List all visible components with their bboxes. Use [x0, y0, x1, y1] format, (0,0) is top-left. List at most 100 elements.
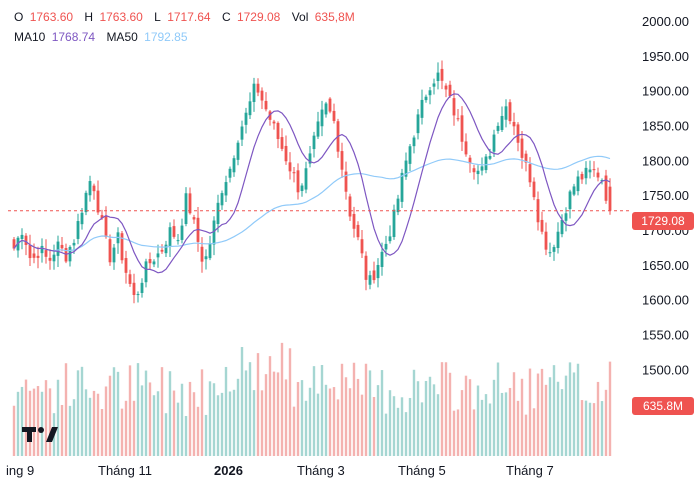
x-tick-label: Tháng 3: [297, 463, 345, 478]
volume-bar: [360, 394, 364, 456]
volume-bar: [196, 406, 200, 456]
volume-bar: [36, 386, 40, 456]
volume-bar: [40, 391, 44, 456]
volume-bar: [140, 385, 144, 456]
volume-bar: [72, 399, 76, 456]
volume-bar: [560, 389, 564, 456]
volume-bar: [260, 390, 264, 456]
price-axis[interactable]: 2000.00 1950.00 1900.00 1850.00 1800.00 1750.…: [642, 14, 689, 412]
volume-bar: [188, 381, 192, 456]
volume-bar: [88, 397, 92, 456]
candle-body: [184, 193, 188, 225]
candle-body: [452, 98, 456, 116]
candle-body: [572, 186, 576, 195]
candle-body: [32, 253, 36, 258]
volume-bar: [556, 381, 560, 456]
tradingview-logo-icon[interactable]: [22, 422, 62, 446]
ma10-line: [13, 93, 611, 274]
volume-bar: [180, 383, 184, 456]
volume-bar: [456, 409, 460, 456]
candle-body: [464, 141, 468, 155]
volume-bar: [160, 367, 164, 456]
candle-body: [472, 168, 476, 173]
volume-bar: [332, 387, 336, 456]
candle-body: [56, 241, 60, 256]
volume-bar: [32, 388, 36, 456]
candle-body: [28, 244, 32, 259]
candle-body: [412, 137, 416, 147]
candle-body: [256, 83, 260, 93]
candle-body: [188, 193, 192, 214]
volume-bar: [340, 363, 344, 456]
ma10-value: 1768.74: [51, 30, 96, 44]
x-tick-label: 2026: [214, 463, 243, 478]
time-axis[interactable]: ing 9 Tháng 11 2026 Tháng 3 Tháng 5 Tháng 7: [6, 463, 554, 478]
candle-body: [288, 162, 292, 172]
candle-body: [144, 261, 148, 283]
candle-body: [36, 255, 40, 258]
volume-bar: [520, 378, 524, 456]
volume-bar: [144, 370, 148, 456]
volume-bar: [76, 370, 80, 456]
candle-body: [204, 256, 208, 260]
candle-body: [468, 157, 472, 164]
volume-bar: [84, 389, 88, 456]
candle-body: [380, 251, 384, 267]
candle-body: [84, 192, 88, 213]
candle-body: [48, 257, 52, 261]
volume-bar: [12, 405, 16, 456]
candle-body: [332, 110, 336, 121]
candle-body: [264, 100, 268, 110]
volume-bar: [128, 365, 132, 456]
candle-body: [68, 246, 72, 262]
candle-body: [376, 264, 380, 279]
candle-body: [320, 109, 324, 127]
candle-body: [140, 282, 144, 294]
candle-body: [556, 231, 560, 248]
volume-bar: [572, 372, 576, 456]
volume-bar: [592, 403, 596, 456]
volume-bar: [536, 373, 540, 456]
volume-bar: [300, 380, 304, 456]
volume-bar: [80, 366, 84, 456]
candle-body: [172, 226, 176, 237]
volume-bar: [500, 392, 504, 456]
candle-body: [388, 236, 392, 242]
candle-body: [384, 243, 388, 250]
candle-body: [152, 261, 156, 265]
candle-body: [596, 172, 600, 178]
candle-body: [564, 213, 568, 221]
volume-bar: [528, 368, 532, 456]
candle-body: [368, 275, 372, 285]
candle-body: [212, 220, 216, 245]
candle-body: [428, 90, 432, 96]
ohlc-legend: O 1763.60 H 1763.60 L 1717.64 C 1729.08 …: [14, 10, 363, 24]
candle-body: [340, 151, 344, 170]
volume-bar: [56, 379, 60, 456]
high-label: H: [84, 10, 94, 24]
volume-bar: [548, 377, 552, 456]
candle-body: [96, 190, 100, 213]
candle-body: [132, 282, 136, 295]
volume-bar: [544, 384, 548, 456]
y-tick-label: 1550.00: [642, 327, 689, 342]
candle-body: [404, 160, 408, 177]
close-value: 1729.08: [236, 10, 281, 24]
volume-bar: [48, 388, 52, 456]
volume-bar: [268, 356, 272, 456]
y-tick-label: 1950.00: [642, 49, 689, 64]
candle-body: [208, 243, 212, 259]
candle-body: [604, 175, 608, 201]
volume-bar: [580, 400, 584, 456]
volume-bar: [304, 400, 308, 456]
volume-bar: [508, 387, 512, 456]
volume-bar: [308, 387, 312, 456]
candle-body: [272, 121, 276, 124]
candle-body: [72, 242, 76, 246]
candle-body: [216, 202, 220, 225]
volume-bar: [436, 394, 440, 456]
y-tick-label: 1600.00: [642, 293, 689, 308]
volume-bar: [240, 347, 244, 456]
volume-bar: [600, 401, 604, 456]
